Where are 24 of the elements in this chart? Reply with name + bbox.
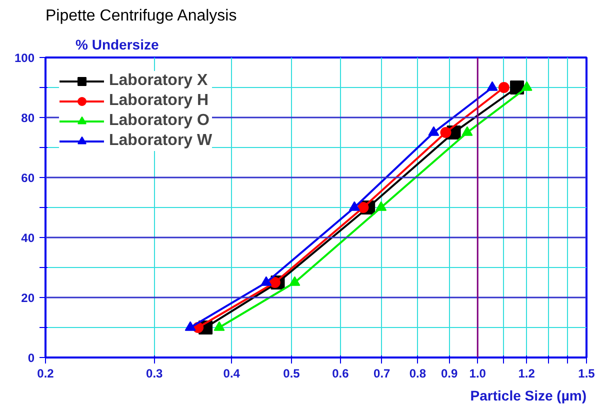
y-tick-label: 40	[21, 231, 35, 245]
x-tick-label: 0.9	[441, 366, 458, 380]
x-tick-label: 0.4	[223, 366, 240, 380]
y-axis-title: % Undersize	[76, 36, 159, 52]
x-tick-label: 0.6	[332, 366, 350, 380]
legend-label: Laboratory O	[109, 112, 210, 130]
chart-title: Pipette Centrifuge Analysis	[46, 8, 237, 24]
legend-label: Laboratory W	[109, 132, 212, 150]
x-tick-label: 1.0	[469, 366, 486, 380]
x-tick-label: 0.2	[37, 366, 54, 380]
x-tick-label: 0.5	[283, 366, 300, 380]
x-tick-label: 0.3	[146, 366, 164, 380]
y-tick-label: 20	[21, 291, 35, 305]
y-tick-label: 80	[21, 111, 35, 125]
y-tick-label: 0	[28, 351, 35, 365]
legend-label: Laboratory X	[109, 72, 208, 90]
x-tick-label: 0.7	[374, 366, 391, 380]
legend-label: Laboratory H	[109, 92, 209, 110]
x-tick-label: 1.2	[518, 366, 536, 380]
x-axis-title: Particle Size (µm)	[470, 388, 586, 404]
x-tick-label: 1.5	[578, 366, 596, 380]
y-tick-label: 60	[21, 171, 35, 185]
y-tick-label: 100	[14, 51, 35, 65]
x-tick-label: 0.8	[409, 366, 426, 380]
